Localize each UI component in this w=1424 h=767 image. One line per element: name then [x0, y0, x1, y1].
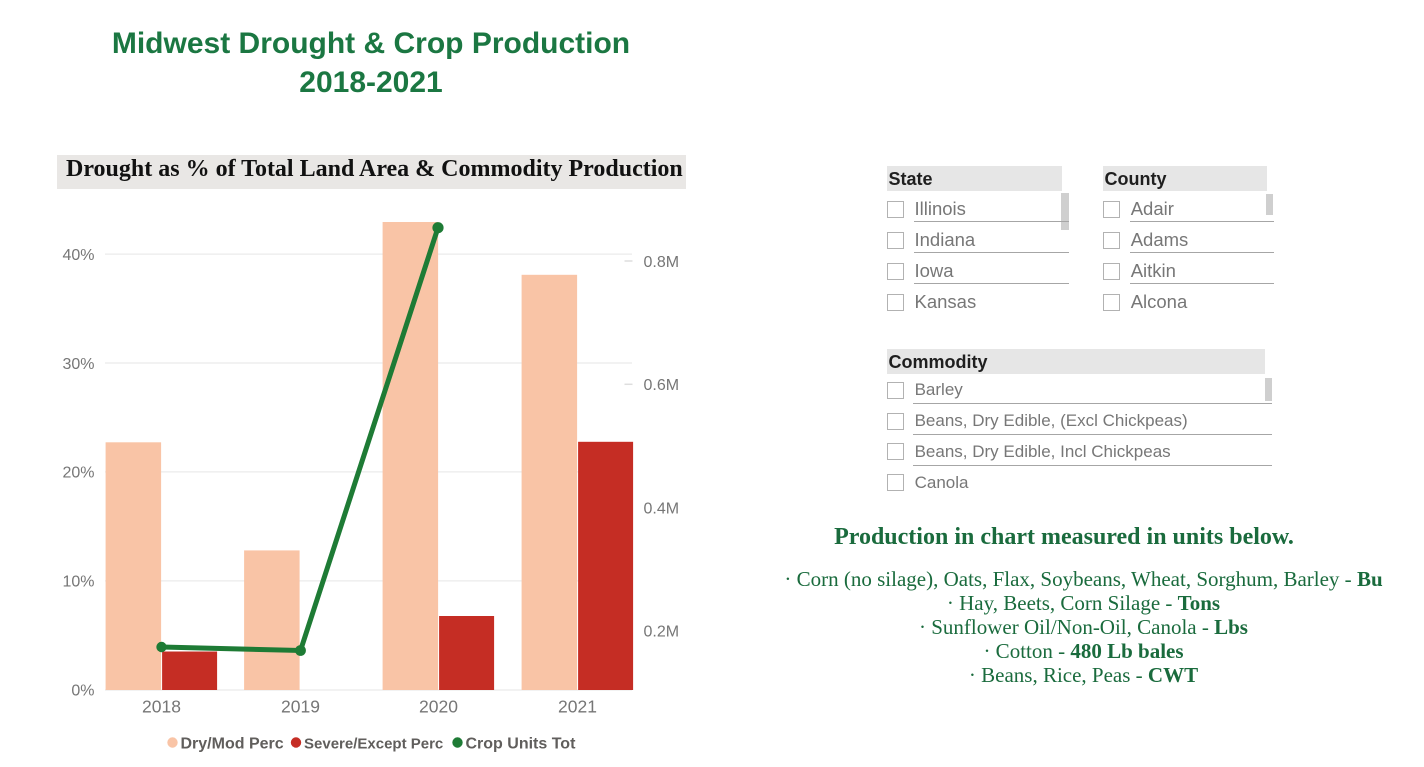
svg-text:0.6M: 0.6M: [644, 377, 680, 394]
svg-text:0.4M: 0.4M: [644, 500, 680, 517]
svg-text:10%: 10%: [62, 574, 94, 591]
svg-text:Severe/Except Perc: Severe/Except Perc: [304, 735, 443, 752]
svg-text:Crop Units Tot: Crop Units Tot: [466, 735, 577, 752]
svg-text:2020: 2020: [419, 697, 458, 717]
svg-text:30%: 30%: [62, 356, 94, 373]
svg-text:Dry/Mod Perc: Dry/Mod Perc: [181, 735, 284, 752]
svg-text:0.8M: 0.8M: [644, 254, 680, 271]
svg-text:20%: 20%: [62, 465, 94, 482]
svg-text:2018: 2018: [142, 697, 181, 717]
svg-text:2021: 2021: [558, 697, 597, 717]
svg-text:0%: 0%: [71, 683, 94, 700]
svg-text:40%: 40%: [62, 247, 94, 264]
svg-text:2019: 2019: [281, 697, 320, 717]
svg-text:0.2M: 0.2M: [644, 624, 680, 641]
